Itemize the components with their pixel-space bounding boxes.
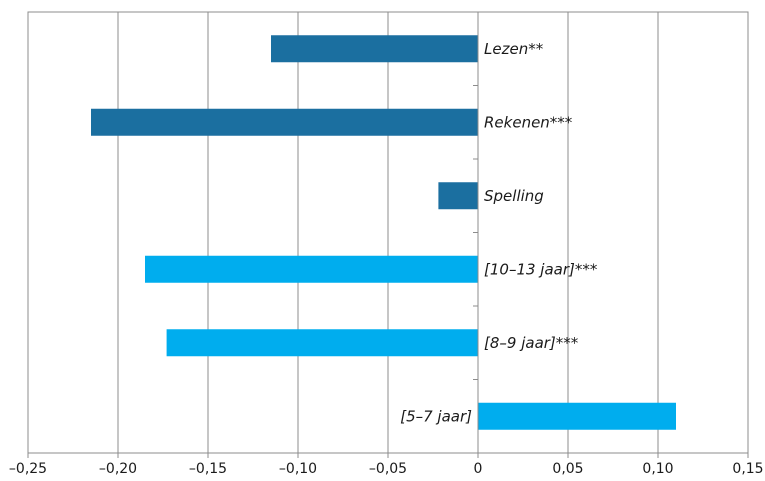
category-label: Rekenen***: [484, 113, 573, 131]
category-label: [8–9 jaar]***: [484, 334, 579, 352]
x-tick-label: –0,10: [279, 461, 317, 477]
bar: [91, 108, 478, 136]
bar-labels: Lezen** Rekenen*** Spelling [10–13 jaar]***…: [400, 40, 598, 426]
x-tick-label: 0: [474, 461, 483, 477]
x-tick-labels: –0,25 –0,20 –0,15 –0,10 –0,05 0 0,05 0,10 0,15: [9, 461, 764, 477]
bar: [438, 182, 478, 210]
category-label: Spelling: [484, 187, 544, 205]
category-label: Lezen**: [484, 40, 544, 58]
category-label: [10–13 jaar]***: [484, 260, 598, 278]
x-tick-label: –0,15: [189, 461, 227, 477]
bar: [145, 255, 478, 283]
x-tick-label: 0,10: [642, 461, 673, 477]
x-tick-label: 0,05: [552, 461, 583, 477]
bar: [478, 402, 676, 430]
x-tick-label: 0,15: [732, 461, 763, 477]
axes: [27, 11, 749, 458]
bar: [271, 35, 478, 63]
x-tick-label: –0,25: [9, 461, 47, 477]
x-tick-label: –0,20: [99, 461, 137, 477]
bars: [91, 35, 676, 430]
x-tick-label: –0,05: [369, 461, 407, 477]
grid-lines: [117, 12, 659, 453]
category-label: [5–7 jaar]: [400, 407, 472, 425]
bar: [166, 329, 478, 357]
